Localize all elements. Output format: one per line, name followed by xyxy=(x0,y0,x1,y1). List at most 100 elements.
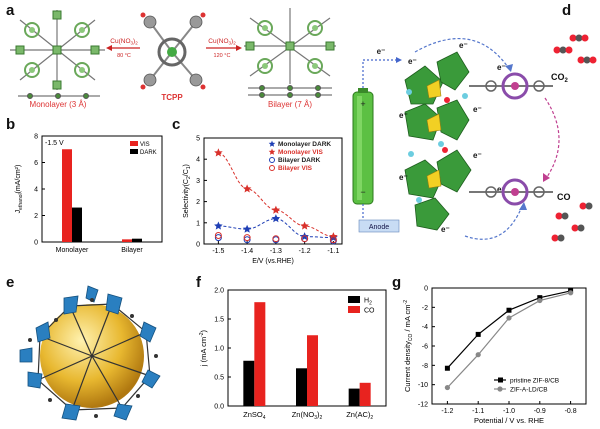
point-bilayer-dark xyxy=(214,234,222,242)
svg-text:CO: CO xyxy=(557,192,571,202)
y-tick-label: 0 xyxy=(424,286,428,293)
electron-path-top xyxy=(414,38,511,71)
y-tick-label: -12 xyxy=(418,402,428,409)
circuit-wire xyxy=(362,59,400,222)
fit-curve-monolayer-dark xyxy=(218,218,334,239)
svg-text:e⁻: e⁻ xyxy=(497,63,506,72)
point-monolayer-dark xyxy=(242,224,252,233)
panel-letter-g: g xyxy=(392,274,402,291)
bar-vis-monolayer xyxy=(62,149,72,242)
x-tick-label: -1.1 xyxy=(472,408,484,415)
y-tick-label: -8 xyxy=(422,363,428,370)
panel-a-structures: Monolayer (3 Å) Cu(NO3)2 80 °C TCPP Cu(N… xyxy=(10,8,336,109)
x-axis-label: Potential / V vs. RHE xyxy=(474,416,544,425)
battery-icon: + − xyxy=(352,88,374,205)
x-tick-label: Zn(AC)2 xyxy=(346,410,373,421)
legend-marker-pristine-zif-8-cb xyxy=(498,377,503,383)
x-tick-label: Bilayer xyxy=(121,247,143,254)
bilayer-caption: Bilayer (7 Å) xyxy=(268,100,312,109)
point-bilayer-vis xyxy=(243,234,251,242)
point-monolayer-dark xyxy=(214,221,223,230)
x-tick-label: -1.2 xyxy=(441,408,453,415)
co2-molecules xyxy=(553,34,597,64)
y-tick-label: 2 xyxy=(196,199,200,206)
bar-vis-bilayer xyxy=(122,239,132,242)
y-tick-label: 0.0 xyxy=(214,404,224,411)
y-tick-label: 0.5 xyxy=(214,375,224,382)
svg-text:e⁻: e⁻ xyxy=(399,111,408,120)
y-tick-label: 1.0 xyxy=(214,346,224,353)
svg-text:e⁻: e⁻ xyxy=(497,185,506,194)
x-tick-label: -1.1 xyxy=(327,248,339,255)
bar-co-2 xyxy=(359,382,371,406)
y-tick-label: -4 xyxy=(422,324,428,331)
legend-label-pristine-zif-8-cb: pristine ZIF-8/CB xyxy=(510,378,559,385)
y-tick-label: -6 xyxy=(422,344,428,351)
chart-g: -1.2 -1.1 -1.0 -0.9 -0.8 0 -2 -4 -6 -8 -10 -12 Poten… xyxy=(403,286,587,425)
svg-text:CO2: CO2 xyxy=(551,72,569,84)
point-monolayer-vis xyxy=(214,148,223,157)
bias-annotation: -1.5 V xyxy=(45,140,64,147)
y-tick-label: 4 xyxy=(34,187,38,194)
bar-co-1 xyxy=(307,335,318,406)
cage-octahedra xyxy=(19,285,161,421)
reaction-arrow-left: Cu(NO3)2 80 °C xyxy=(106,38,140,59)
chart-f: 0.0 0.5 1.0 1.5 2.0 j (mA cm-2) ZnSO4 Zn(NO3)2 Z… xyxy=(199,288,387,421)
porphyrin-linker-top xyxy=(469,72,553,100)
point-zif-a-ld-cb xyxy=(537,297,543,304)
plot-frame xyxy=(431,287,587,405)
svg-text:80 °C: 80 °C xyxy=(117,53,131,59)
y-axis-label: Current densityCO / mA cm-2 xyxy=(403,300,414,392)
legend-label-bilayer-dark: Bilayer DARK xyxy=(278,157,321,164)
svg-text:e⁻: e⁻ xyxy=(377,47,386,56)
y-tick-label: 4 xyxy=(196,157,200,164)
svg-text:−: − xyxy=(360,187,365,197)
point-monolayer-vis xyxy=(300,221,309,230)
point-bilayer-vis xyxy=(272,235,280,243)
point-zif-a-ld-cb xyxy=(506,315,512,321)
reaction-arrow-right: Cu(NO3)2 120 °C xyxy=(206,38,242,59)
series-line-pristine-zif-8-cb xyxy=(446,290,571,369)
svg-text:e⁻: e⁻ xyxy=(399,173,408,182)
chart-b: 0 2 4 6 8 -1.5 V Jethanol(mA/cm²) Monolayer Bila… xyxy=(15,134,163,254)
y-tick-label: -10 xyxy=(418,382,428,389)
legend-label-vis: VIS xyxy=(140,142,150,148)
x-tick-label: -1.2 xyxy=(299,248,311,255)
y-tick-label: 2.0 xyxy=(214,288,224,295)
legend-label-zif-a-ld-cb: ZIF-A-LD/CB xyxy=(510,387,548,394)
point-zif-a-ld-cb xyxy=(568,290,574,296)
tcpp-molecule xyxy=(140,12,206,90)
panel-letter-d: d xyxy=(562,2,572,19)
svg-text:Cu(NO3)2: Cu(NO3)2 xyxy=(208,38,236,46)
legend-label-monolayer-dark: Monolayer DARK xyxy=(278,141,331,148)
legend-swatch-h xyxy=(348,296,360,303)
point-bilayer-vis xyxy=(329,236,337,244)
co-molecules xyxy=(551,202,593,242)
svg-text:Anode: Anode xyxy=(369,224,389,231)
y-axis-label: Selectivity(C2/C1) xyxy=(183,164,192,218)
legend-label-h: H2 xyxy=(364,298,372,307)
bar-dark-bilayer xyxy=(132,238,142,242)
porphyrin-linker-bottom xyxy=(469,178,553,206)
point-zif-a-ld-cb xyxy=(444,384,450,391)
y-tick-label: 1.5 xyxy=(214,317,224,324)
point-bilayer-vis xyxy=(301,235,309,243)
panel-d-schematic: + − e⁻ Anode e⁻ e⁻ e⁻ e⁻ xyxy=(352,34,597,242)
x-tick-label: -0.9 xyxy=(534,408,546,415)
x-tick-label: Zn(NO3)2 xyxy=(292,410,323,421)
bar-dark-monolayer xyxy=(72,207,82,242)
x-tick-label: -0.8 xyxy=(565,408,577,415)
monolayer-caption: Monolayer (3 Å) xyxy=(30,100,87,109)
svg-text:e⁻: e⁻ xyxy=(473,105,482,114)
bar-h-1 xyxy=(296,368,307,406)
point-bilayer-dark xyxy=(243,236,251,244)
legend-swatch-co xyxy=(348,306,360,313)
point-monolayer-vis xyxy=(271,205,281,214)
legend-label-bilayer-vis: Bilayer VIS xyxy=(278,165,313,172)
point-pristine-zif-8-cb xyxy=(506,307,512,313)
panel-letter-f: f xyxy=(196,274,201,291)
legend-marker-monolayer-vis xyxy=(268,148,276,155)
y-tick-label: -2 xyxy=(422,305,428,312)
x-tick-label: -1.0 xyxy=(503,408,515,415)
electron-path-bottom xyxy=(464,203,524,240)
